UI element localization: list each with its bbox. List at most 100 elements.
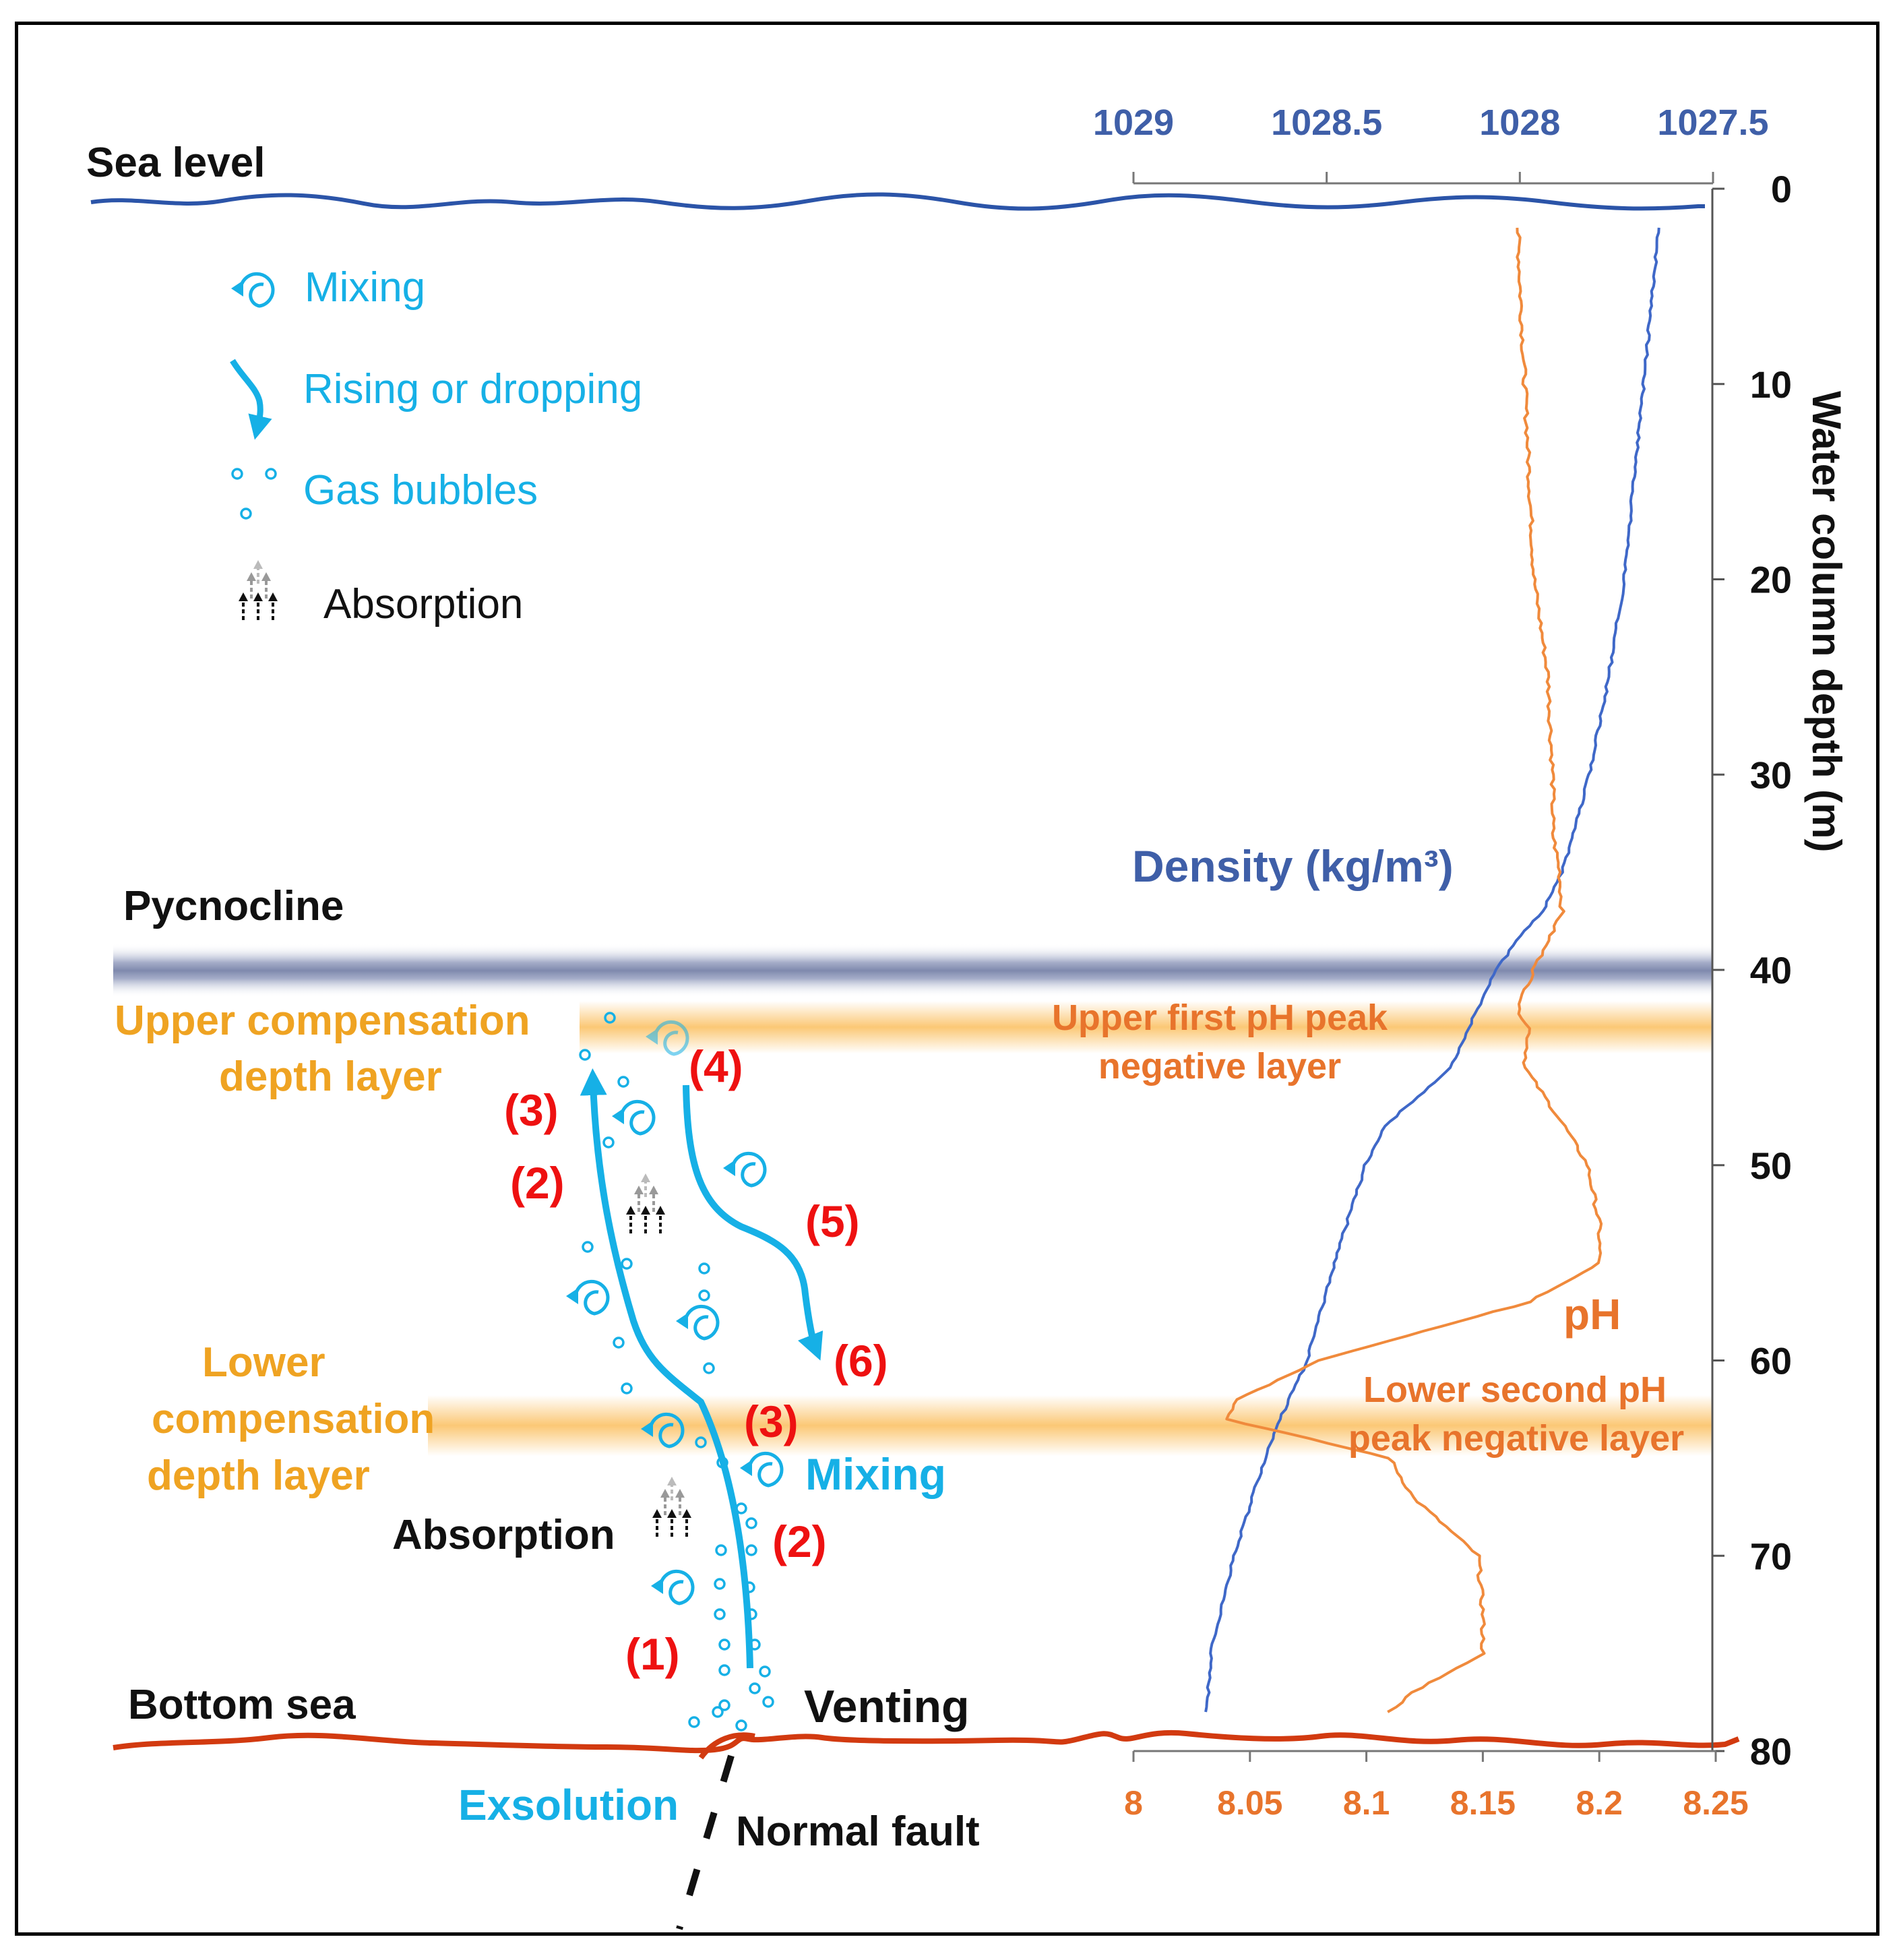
ph-tick-label: 8.1 [1343, 1784, 1390, 1822]
ph-tick-label: 8.25 [1683, 1784, 1748, 1822]
legend-absorption-label: Absorption [323, 581, 523, 627]
ph-label: pH [1563, 1290, 1621, 1339]
gas-bubble [749, 1682, 761, 1694]
lower-comp-label-3: depth layer [147, 1452, 370, 1499]
gas-bubble [698, 1289, 710, 1301]
ph-tick-label: 8.2 [1576, 1784, 1623, 1822]
density-label: Density (kg/m³) [1132, 841, 1454, 891]
venting-mound [698, 1732, 755, 1760]
gas-bubble [735, 1719, 747, 1732]
lower-comp-label-2: compensation [152, 1396, 435, 1442]
gas-bubble [579, 1049, 591, 1061]
ph-tick-label: 8.15 [1450, 1784, 1516, 1822]
bottom-sea-label: Bottom sea [128, 1682, 356, 1728]
gas-bubble [745, 1517, 757, 1529]
venting-label: Venting [804, 1681, 970, 1732]
upper-ph-negative-band [580, 1001, 1712, 1053]
depth-tick-label: 40 [1750, 949, 1792, 991]
figure-frame [15, 22, 1879, 1936]
gas-bubble [688, 1716, 700, 1728]
lower-ph-negative-band [428, 1395, 1712, 1456]
gas-bubble [715, 1544, 727, 1556]
depth-tick-label: 20 [1750, 559, 1792, 601]
depth-tick-label: 0 [1771, 168, 1792, 210]
ph-tick-label: 8 [1124, 1784, 1143, 1822]
seabed-line [113, 1729, 1740, 1754]
depth-tick-label: 60 [1750, 1340, 1792, 1382]
gas-bubble [714, 1608, 726, 1620]
legend-absorption-icon [239, 560, 278, 620]
gas-bubble [695, 1436, 707, 1448]
gas-bubble [718, 1639, 730, 1651]
mixing-icon [651, 1569, 695, 1605]
lower-ph-label-2: peak negative layer [1348, 1418, 1684, 1459]
depth-tick-label: 80 [1750, 1730, 1792, 1773]
step-6: (6) [834, 1336, 888, 1386]
mixing-icon [646, 1020, 689, 1056]
density-tick-label: 1028.5 [1271, 102, 1382, 143]
gas-bubble [602, 1136, 615, 1149]
gas-bubble [716, 1457, 728, 1469]
step-4: (4) [689, 1041, 743, 1091]
gas-bubble [617, 1076, 629, 1088]
normal-fault-label: Normal fault [736, 1808, 980, 1855]
legend-rising-dropping-icon [230, 359, 272, 440]
gas-bubble [714, 1578, 726, 1590]
upper-ph-label-1: Upper first pH peak [1052, 998, 1388, 1038]
gas-bubble [703, 1362, 715, 1374]
mixing-icon [612, 1099, 656, 1136]
legend-mixing-label: Mixing [305, 264, 425, 311]
step-2-upper: (2) [510, 1158, 565, 1208]
gas-bubble [749, 1639, 761, 1651]
depth-tick-label: 10 [1750, 363, 1792, 406]
pycnocline-band [113, 944, 1712, 998]
absorption-icon [652, 1477, 691, 1537]
step-2-lower: (2) [772, 1517, 827, 1566]
process-marks [566, 1012, 784, 1732]
mixing-icon [641, 1412, 685, 1448]
gas-bubble [582, 1241, 594, 1253]
absorption-label: Absorption [392, 1512, 615, 1558]
sea-level-label: Sea level [86, 140, 265, 186]
normal-fault-line [676, 1754, 735, 1930]
rising-arrow [580, 1068, 753, 1669]
gas-bubble [621, 1258, 633, 1270]
exsolution-label: Exsolution [458, 1781, 679, 1829]
mixing-label: Mixing [805, 1449, 946, 1499]
gas-bubble [762, 1696, 774, 1708]
absorption-icon [626, 1173, 665, 1233]
step-3-lower: (3) [744, 1397, 799, 1446]
mixing-icon [231, 272, 275, 308]
lower-ph-label-1: Lower second pH [1363, 1370, 1667, 1410]
density-tick-label: 1029 [1093, 102, 1174, 143]
upper-comp-label-2: depth layer [219, 1053, 442, 1100]
ph-profile-line [1225, 227, 1603, 1713]
legend: Mixing Rising or dropping Gas bubbles Ab… [230, 264, 642, 627]
mixing-icon [723, 1151, 767, 1188]
depth-tick-label: 50 [1750, 1144, 1792, 1187]
ph-tick-label: 8.05 [1217, 1784, 1282, 1822]
chart-axes: 0 10 20 30 40 50 60 70 80 1029 1028.5 1028 1027.5 8 8.… [1093, 102, 1792, 1822]
gas-bubble [745, 1608, 757, 1620]
gas-bubble [718, 1664, 730, 1676]
step-3-upper: (3) [504, 1085, 559, 1135]
gas-bubble [613, 1337, 625, 1349]
legend-bubbles-label: Gas bubbles [303, 467, 538, 514]
gas-bubble [621, 1382, 633, 1395]
sea-level-line [90, 192, 1705, 211]
mixing-icon [566, 1279, 610, 1316]
gas-bubble [718, 1699, 730, 1711]
gas-bubble [604, 1012, 616, 1024]
legend-rising-label: Rising or dropping [303, 366, 642, 412]
gas-bubble [712, 1706, 724, 1718]
step-1: (1) [625, 1629, 680, 1679]
density-profile-line [1204, 227, 1660, 1713]
gas-bubble [745, 1544, 757, 1556]
depth-axis-label: Water column depth (m) [1804, 391, 1849, 852]
depth-tick-label: 70 [1750, 1535, 1792, 1577]
density-tick-label: 1028 [1479, 102, 1560, 143]
profile-plot [1204, 227, 1660, 1713]
depth-tick-label: 30 [1750, 754, 1792, 796]
mixing-icon [676, 1304, 720, 1341]
